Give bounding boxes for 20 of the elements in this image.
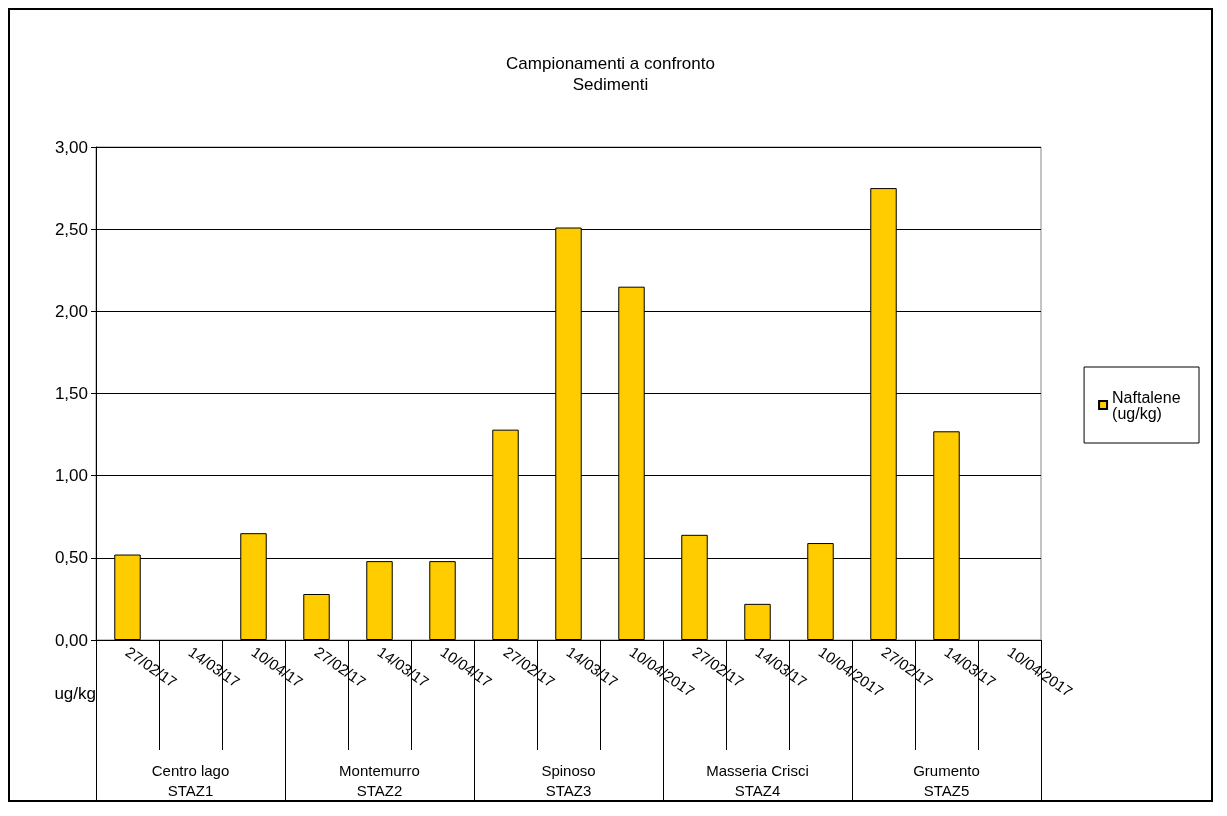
y-tick-label: 1,50	[54, 384, 88, 403]
text: Spinoso STAZ3	[541, 761, 596, 799]
y-tick-label: 3,00	[54, 137, 88, 157]
bar	[366, 561, 393, 640]
y-tick-label: 1,00	[54, 466, 88, 486]
y-tick-label: 0,50	[54, 548, 88, 568]
legend-label: Naftalene (ug/kg)	[1112, 388, 1185, 422]
y-tick-label: 2,00	[54, 301, 88, 321]
y-axis-title: ug/kg	[54, 684, 96, 703]
bar	[744, 603, 771, 640]
bar	[429, 561, 456, 640]
text: Grumento STAZ5	[913, 761, 980, 799]
text: Masseria Crisci STAZ4	[706, 761, 809, 799]
text: Centro lago STAZ1	[151, 761, 230, 799]
text: Montemurro STAZ2	[339, 761, 420, 799]
y-tick-label: 0,00	[54, 630, 88, 650]
y-tick-label: 2,50	[54, 219, 88, 239]
chart-title: Campionamenti a confronto	[506, 54, 715, 73]
bar	[303, 593, 330, 640]
chart-subtitle: Sedimenti	[572, 75, 649, 94]
